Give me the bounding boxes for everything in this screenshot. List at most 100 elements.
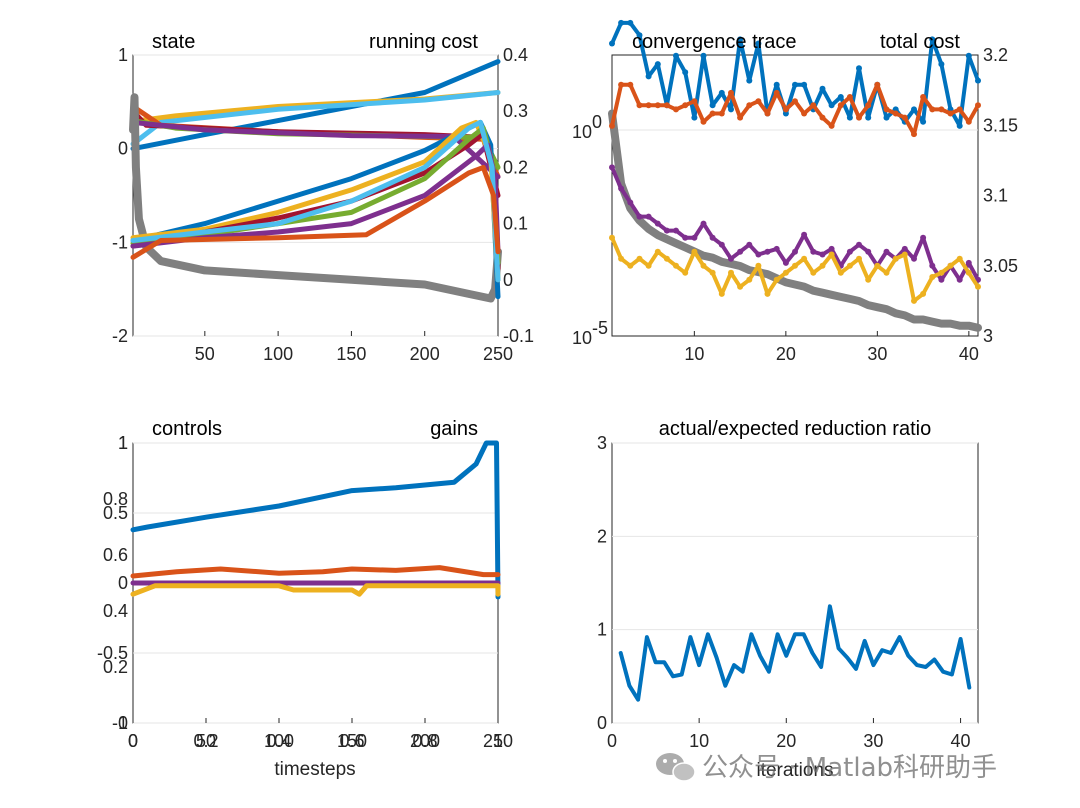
ratio-xtick-label: 30	[863, 731, 883, 751]
convergence-trace-purple-marker-34	[920, 234, 927, 241]
controls-series-control-blue	[130, 440, 501, 600]
controls-xtick-label: 200	[410, 731, 440, 751]
convergence-title-right: total cost	[880, 31, 960, 53]
state-series	[129, 59, 502, 303]
ratio-title: actual/expected reduction ratio	[659, 418, 931, 440]
convergence-trace-purple-marker-19	[782, 259, 789, 266]
convergence-trace-yellow-marker-22	[810, 269, 817, 276]
convergence-trace-purple-marker-6	[663, 227, 670, 234]
convergence-trace-yellow-marker-13	[728, 269, 734, 276]
controls-xtick-alt-label: 0	[128, 731, 138, 751]
state-series-state-1	[130, 59, 501, 152]
convergence-trace-yellow-marker-10	[700, 262, 707, 269]
convergence-trace-orange-marker-0	[609, 122, 615, 129]
convergence-trace-yellow-marker-30	[883, 269, 890, 276]
controls-xtick-label: 100	[264, 731, 294, 751]
convergence-trace-purple-marker-32	[901, 245, 908, 252]
ratio-ytick-label: 3	[597, 433, 607, 453]
wechat-icon	[656, 753, 696, 782]
controls-series-control-orange	[130, 565, 501, 579]
controls-xtick-label: 50	[196, 731, 216, 751]
convergence-trace-purple-marker-18	[773, 245, 780, 252]
ratio-xlabel: iterations	[756, 760, 833, 781]
convergence-trace-blue-marker-1	[618, 19, 625, 26]
controls-xtick-label: 0	[128, 731, 138, 751]
convergence-trace-yellow-marker-12	[718, 290, 725, 297]
convergence-trace-purple-marker-20	[792, 248, 798, 255]
state-ytick-label: -2	[112, 326, 128, 346]
ratio-series-ratio-blue	[618, 604, 972, 702]
convergence-trace-blue-marker-4	[645, 73, 652, 80]
convergence-trace-yellow-marker-31	[892, 255, 899, 262]
state-ytick-right-label: 0.2	[503, 157, 528, 177]
convergence-trace-blue-marker-15	[746, 77, 753, 84]
convergence-trace-purple-marker-22	[810, 248, 817, 255]
convergence-trace-purple-marker-33	[911, 255, 917, 262]
convergence-trace-purple-marker-23	[819, 251, 826, 258]
convergence-trace-orange-marker-33	[911, 131, 917, 138]
controls-ytick-label: -1	[112, 713, 128, 733]
convergence-trace-orange-marker-12	[718, 110, 725, 117]
convergence-ytick-right-label: 3	[983, 326, 993, 346]
convergence-trace-yellow-marker-33	[911, 297, 917, 304]
convergence-ytick-right-label: 3.05	[983, 256, 1018, 276]
convergence-trace-orange-marker-32	[901, 114, 908, 121]
convergence-trace-yellow-marker-26	[846, 262, 853, 269]
state-xtick-label: 100	[263, 344, 293, 364]
convergence-trace-purple-marker-35	[929, 262, 936, 269]
convergence-trace-blue-marker-27	[856, 65, 862, 72]
convergence-trace-orange-marker-36	[938, 106, 945, 113]
convergence-trace-purple-marker-4	[645, 213, 652, 220]
convergence-trace-orange-marker-8	[682, 102, 689, 109]
state-ytick-label: 1	[118, 45, 128, 65]
convergence-ytick-right-label: 3.1	[983, 186, 1008, 206]
convergence-trace-purple-marker-3	[636, 213, 643, 220]
convergence-trace-purple-marker-13	[728, 255, 734, 262]
convergence-trace-yellow-marker-1	[618, 255, 625, 262]
convergence-trace-purple-marker-10	[700, 220, 707, 227]
controls-ytick-alt-label: 1	[118, 433, 128, 453]
convergence-trace-yellow-marker-40	[975, 283, 981, 290]
state-ytick-label: -1	[112, 232, 128, 252]
convergence-trace-orange-marker-18	[773, 89, 780, 96]
convergence-trace-purple-marker-27	[856, 241, 862, 248]
convergence-trace-purple-marker-11	[709, 234, 716, 241]
state-series-state-8	[129, 93, 502, 303]
convergence-ytick-label: 10	[572, 122, 592, 142]
convergence-trace-orange-marker-17	[764, 110, 771, 117]
controls-xtick-alt-label: 1	[493, 731, 503, 751]
panel-state: 50 100 150 200 250 -2 -1 0 1 -0.1 0 0.1 0.2 0.3 0.4 st…	[112, 31, 534, 364]
state-ytick-right-label: 0	[503, 270, 513, 290]
convergence-trace-orange-marker-16	[755, 98, 762, 105]
convergence-trace-blue-marker-10	[700, 52, 707, 59]
watermark-text: 公众号 · Matlab科研助手	[702, 753, 997, 783]
convergence-trace-purple-marker-12	[718, 241, 725, 248]
convergence-trace-purple-marker-7	[673, 227, 679, 234]
convergence-trace-yellow-marker-38	[956, 255, 963, 262]
convergence-trace-orange-marker-22	[810, 102, 817, 109]
convergence-trace-orange-marker-9	[691, 98, 698, 105]
convergence-trace-orange-marker-39	[965, 118, 972, 125]
convergence-trace-yellow-marker-20	[792, 262, 798, 269]
convergence-series-trace-gray	[608, 109, 982, 332]
state-xtick-label: 200	[410, 344, 440, 364]
convergence-trace-blue-marker-26	[846, 114, 853, 121]
convergence-trace-orange-marker-34	[920, 94, 927, 100]
controls-xlabel: timesteps	[274, 759, 355, 780]
ratio-ytick-label: 0	[597, 713, 607, 733]
panel-ratio: 0 10 20 30 40 0 1 2 3 actual/expected reduction …	[597, 418, 979, 781]
state-xtick-label: 50	[195, 344, 215, 364]
convergence-trace-orange-marker-1	[618, 81, 625, 88]
convergence-trace-yellow-marker-18	[773, 276, 780, 283]
convergence-trace-orange-marker-2	[627, 81, 634, 88]
convergence-trace-orange-marker-15	[746, 102, 753, 109]
convergence-trace-yellow-marker-23	[819, 262, 826, 269]
controls-ytick-alt-label: 0.4	[103, 601, 128, 621]
convergence-trace-yellow-marker-14	[737, 283, 744, 290]
state-xtick-label: 150	[336, 344, 366, 364]
convergence-trace-blue-marker-35	[929, 36, 936, 43]
convergence-trace-yellow-marker-8	[682, 269, 689, 276]
controls-ytick-label: 1	[118, 433, 128, 453]
